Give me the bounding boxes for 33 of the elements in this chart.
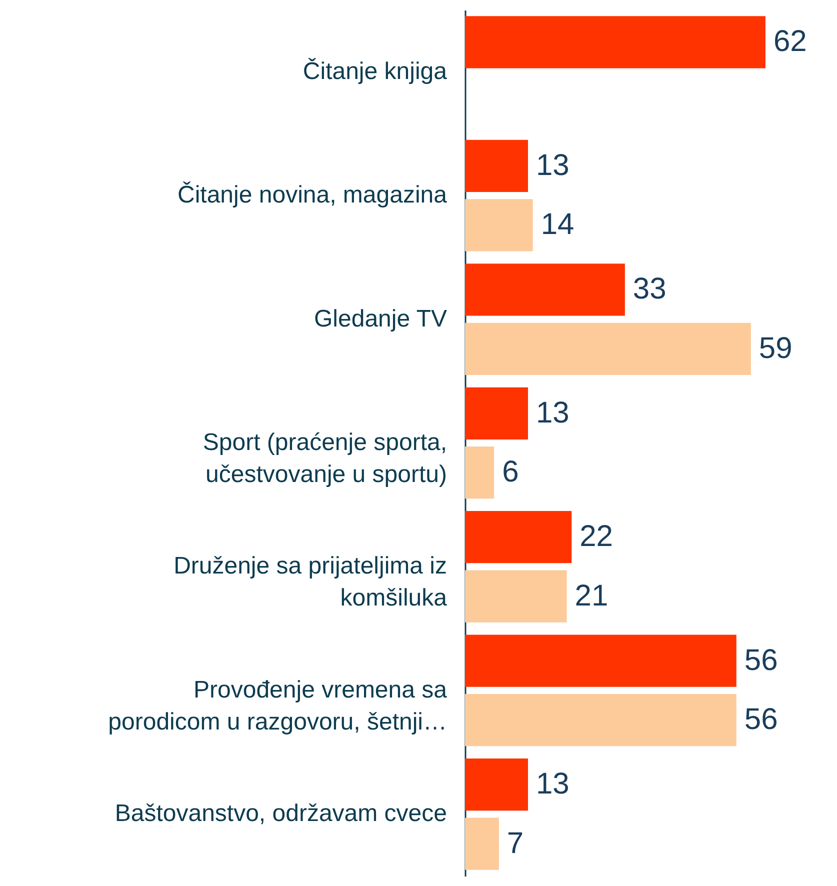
data-label: 22 xyxy=(580,520,613,554)
bar xyxy=(465,140,528,192)
bar xyxy=(465,322,751,375)
data-label: 59 xyxy=(758,332,792,365)
bar xyxy=(465,818,499,870)
bar xyxy=(465,199,533,252)
bar xyxy=(465,694,736,746)
y-tick-label: Provođenje vremena sa porodicom u razgovoru, šetnji… xyxy=(108,676,448,736)
data-label: 13 xyxy=(536,396,570,430)
bar xyxy=(465,758,528,811)
data-label: 33 xyxy=(632,272,666,306)
y-tick-label: Baštovanstvo, održavam cvece xyxy=(114,800,447,828)
data-label: 56 xyxy=(744,644,778,677)
y-tick-label: Gledanje TV xyxy=(314,305,447,332)
data-label: 13 xyxy=(536,148,570,182)
bar xyxy=(465,387,528,440)
y-tick-label: Čitanje novina, magazina xyxy=(178,182,448,209)
y-tick-label: Sport (praćenje sporta, učestvovanje u sportu) xyxy=(202,429,447,488)
bar xyxy=(465,570,567,622)
bar xyxy=(465,634,736,687)
bar xyxy=(465,446,494,499)
y-tick-label: Čitanje knjiga xyxy=(302,58,448,85)
y-tick-label: Druženje sa prijateljima iz komšiluka xyxy=(174,552,448,612)
data-label: 21 xyxy=(574,579,608,612)
data-label: 6 xyxy=(502,456,519,489)
data-label: 62 xyxy=(773,25,807,58)
bar xyxy=(465,511,572,564)
bar xyxy=(465,264,625,316)
data-label: 13 xyxy=(536,768,570,801)
data-label: 56 xyxy=(744,703,778,736)
data-label: 7 xyxy=(506,826,524,860)
bar xyxy=(465,16,766,68)
data-label: 14 xyxy=(540,208,574,242)
